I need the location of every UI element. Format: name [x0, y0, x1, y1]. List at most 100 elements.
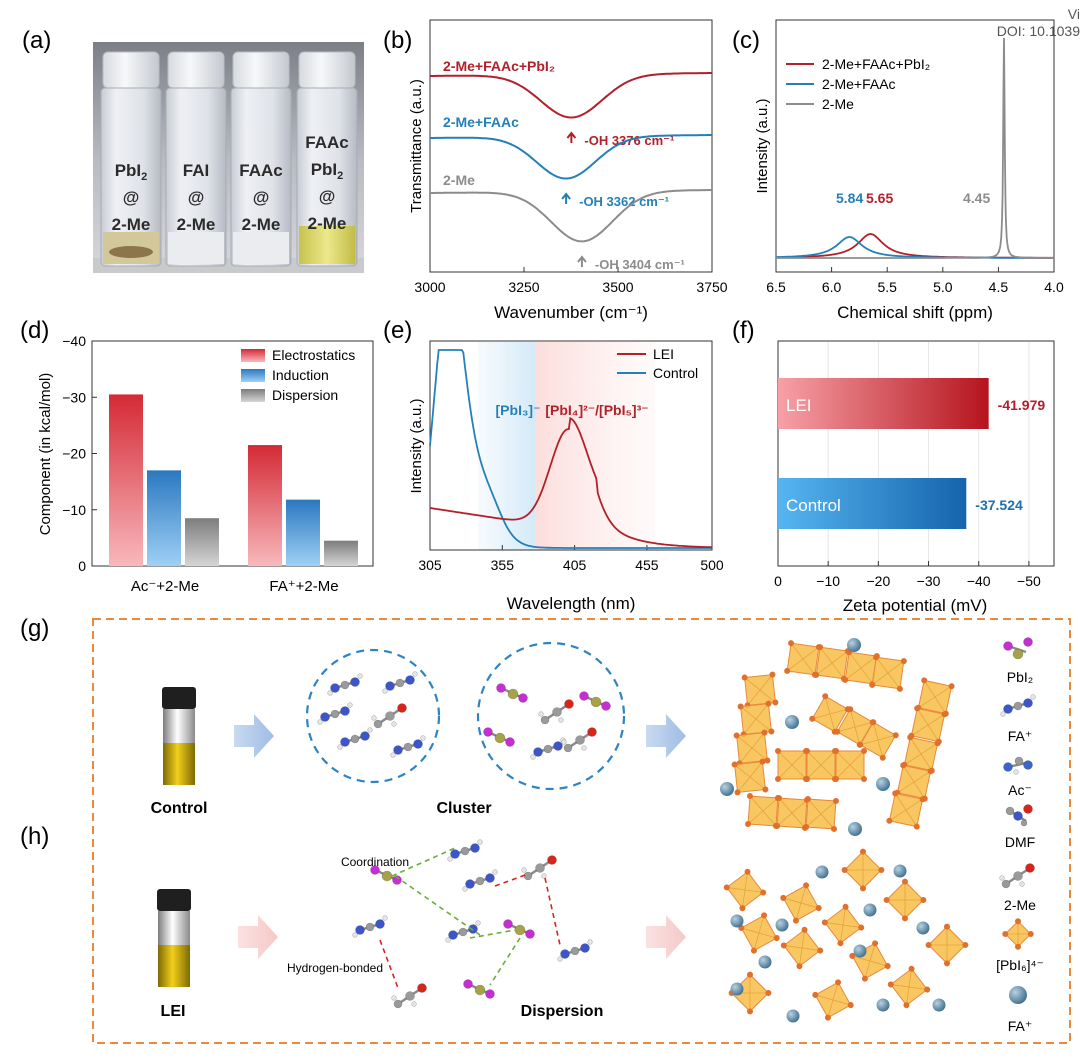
f-value-label: -37.524 [975, 497, 1023, 513]
f-bar [778, 478, 967, 529]
atom [350, 734, 360, 744]
atom [382, 688, 388, 694]
atom [371, 715, 377, 721]
ion-sphere [893, 864, 907, 878]
d-legend-label: Induction [272, 367, 329, 383]
d-tick-label: −10 [62, 502, 86, 518]
vial-liquid [299, 226, 355, 264]
atom [521, 867, 527, 873]
schematic-legend-label: 2-Me [1004, 897, 1036, 913]
atom [477, 839, 483, 845]
schematic-legend-label: Ac⁻ [1008, 782, 1032, 798]
atom [337, 744, 343, 750]
atom [579, 691, 589, 701]
vial-liquid [168, 232, 224, 264]
vial-text: FAAc [239, 161, 282, 180]
vial-text: PbI2 [115, 161, 148, 183]
vial-text: FAAc [305, 133, 348, 152]
atom [1025, 863, 1035, 873]
vial-subscript: 2 [337, 170, 343, 182]
atom [365, 922, 375, 932]
atom [564, 699, 574, 709]
atom [543, 744, 553, 754]
interaction-line [494, 873, 529, 887]
c-series-line [776, 236, 1054, 259]
schematic-legend-label: PbI₂ [1007, 669, 1033, 685]
atom [390, 752, 396, 758]
atom [340, 680, 350, 690]
lei-vial-icon [157, 889, 191, 987]
octahedron [723, 868, 767, 912]
atom [560, 949, 570, 959]
vial-text: @ [253, 188, 270, 207]
octahedron [803, 796, 839, 832]
atom [999, 875, 1005, 881]
atom [1003, 641, 1013, 651]
atom [420, 735, 426, 741]
d-ylabel: Component (in kcal/mol) [37, 373, 54, 536]
octahedron [833, 748, 867, 782]
legend-ion-icon [1009, 986, 1027, 1004]
schematic-legend-label: FA⁺ [1008, 1018, 1033, 1034]
atom [507, 688, 519, 700]
e-region-label: [PbI₃]⁻ [496, 402, 541, 418]
d-category-label: FA⁺+2-Me [269, 578, 338, 595]
ion-sphere [786, 1009, 800, 1023]
d-category-label: Ac⁻+2-Me [131, 578, 199, 595]
atom [538, 711, 544, 717]
f-tick-label: 0 [774, 573, 782, 589]
b-tick-label: 3000 [414, 279, 445, 295]
octahedron [733, 729, 771, 767]
b-annotation: -OH 3362 cm⁻¹ [579, 194, 669, 209]
atom [373, 719, 383, 729]
chart-d: 0 −10 −20 −30 −40 Ac⁻+2-Me FA⁺+2-Me Component… [37, 333, 374, 595]
schematic-legend-label: FA⁺ [1008, 728, 1033, 744]
photo-vials: PbI2 @2-Me FAI @2-Me FAAc @2-Me FAAc PbI2 @2-Me [93, 42, 364, 273]
atom [1013, 811, 1023, 821]
ion-sphere [758, 955, 772, 969]
vial-glass [230, 87, 292, 267]
b-tick-label: 3750 [696, 279, 727, 295]
atom [417, 983, 427, 993]
f-tick-label: −10 [816, 573, 840, 589]
e-region-label: [PbI₄]²⁻/[PbI₅]³⁻ [545, 402, 648, 418]
ion-sphere [775, 918, 789, 932]
atom [518, 693, 528, 703]
atom [1014, 756, 1024, 766]
c-tick-label: 4.0 [1044, 279, 1064, 295]
atom [533, 747, 543, 757]
interaction-line [469, 929, 516, 939]
octahedron [737, 700, 775, 738]
atom [540, 715, 550, 725]
vial-text: FAI [183, 161, 209, 180]
ion-sphere [853, 944, 867, 958]
atom [503, 919, 513, 929]
arrow-icon [234, 714, 274, 758]
panel-label-b: (b) [383, 27, 412, 54]
d-legend-swatch [241, 389, 265, 402]
atom [340, 737, 350, 747]
atom [485, 873, 495, 883]
vial-liquid-icon [158, 945, 190, 987]
d-bar [248, 445, 282, 566]
f-tick-label: −50 [1017, 573, 1041, 589]
atom [391, 995, 397, 1001]
schematic-legend-label: DMF [1005, 834, 1035, 850]
atom [350, 677, 360, 687]
atom [552, 707, 562, 717]
ion-sphere [730, 982, 744, 996]
vial-text: 2-Me [112, 215, 151, 234]
atom [405, 675, 415, 685]
f-category-label: Control [786, 496, 841, 515]
vial-text: @ [188, 188, 205, 207]
panel-label-g: (g) [20, 615, 49, 642]
legend-octahedron-icon [1002, 918, 1034, 950]
atom [475, 876, 485, 886]
interaction-line [489, 937, 521, 986]
f-tick-label: −40 [967, 573, 991, 589]
atom [1013, 701, 1023, 711]
atom [330, 683, 340, 693]
vial-glass [296, 87, 358, 267]
octahedron [812, 979, 854, 1021]
